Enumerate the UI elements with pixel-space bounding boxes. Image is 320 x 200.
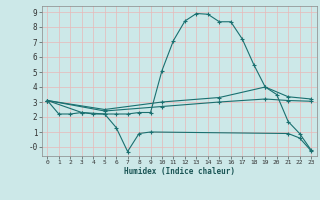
X-axis label: Humidex (Indice chaleur): Humidex (Indice chaleur) xyxy=(124,167,235,176)
